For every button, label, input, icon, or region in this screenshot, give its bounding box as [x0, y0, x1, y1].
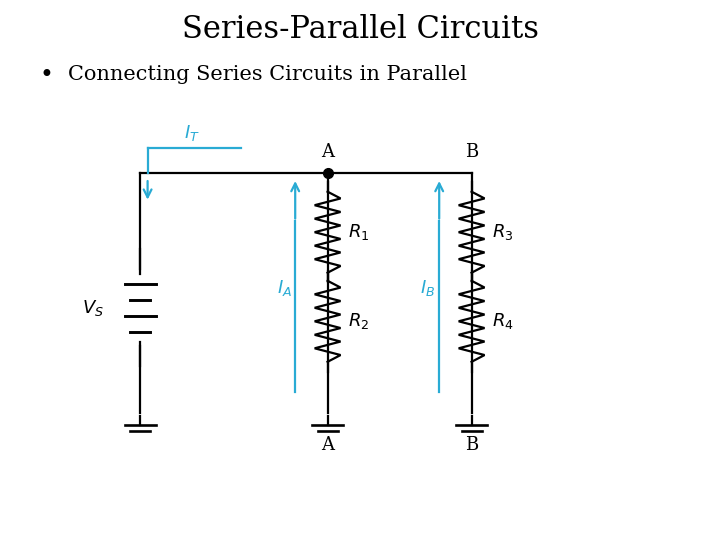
Text: B: B [465, 436, 478, 454]
Text: Series-Parallel Circuits: Series-Parallel Circuits [181, 14, 539, 45]
Text: $R_3$: $R_3$ [492, 222, 513, 242]
Text: A: A [321, 143, 334, 161]
Text: A: A [321, 436, 334, 454]
Text: $I_B$: $I_B$ [420, 278, 436, 298]
Text: $I_A$: $I_A$ [276, 278, 292, 298]
Text: $V_S$: $V_S$ [83, 298, 104, 318]
Text: Connecting Series Circuits in Parallel: Connecting Series Circuits in Parallel [68, 65, 467, 84]
Text: •: • [40, 63, 53, 86]
Text: $R_2$: $R_2$ [348, 311, 369, 332]
Text: $I_T$: $I_T$ [184, 123, 199, 143]
Text: $R_1$: $R_1$ [348, 222, 369, 242]
Text: B: B [465, 143, 478, 161]
Text: $R_4$: $R_4$ [492, 311, 513, 332]
